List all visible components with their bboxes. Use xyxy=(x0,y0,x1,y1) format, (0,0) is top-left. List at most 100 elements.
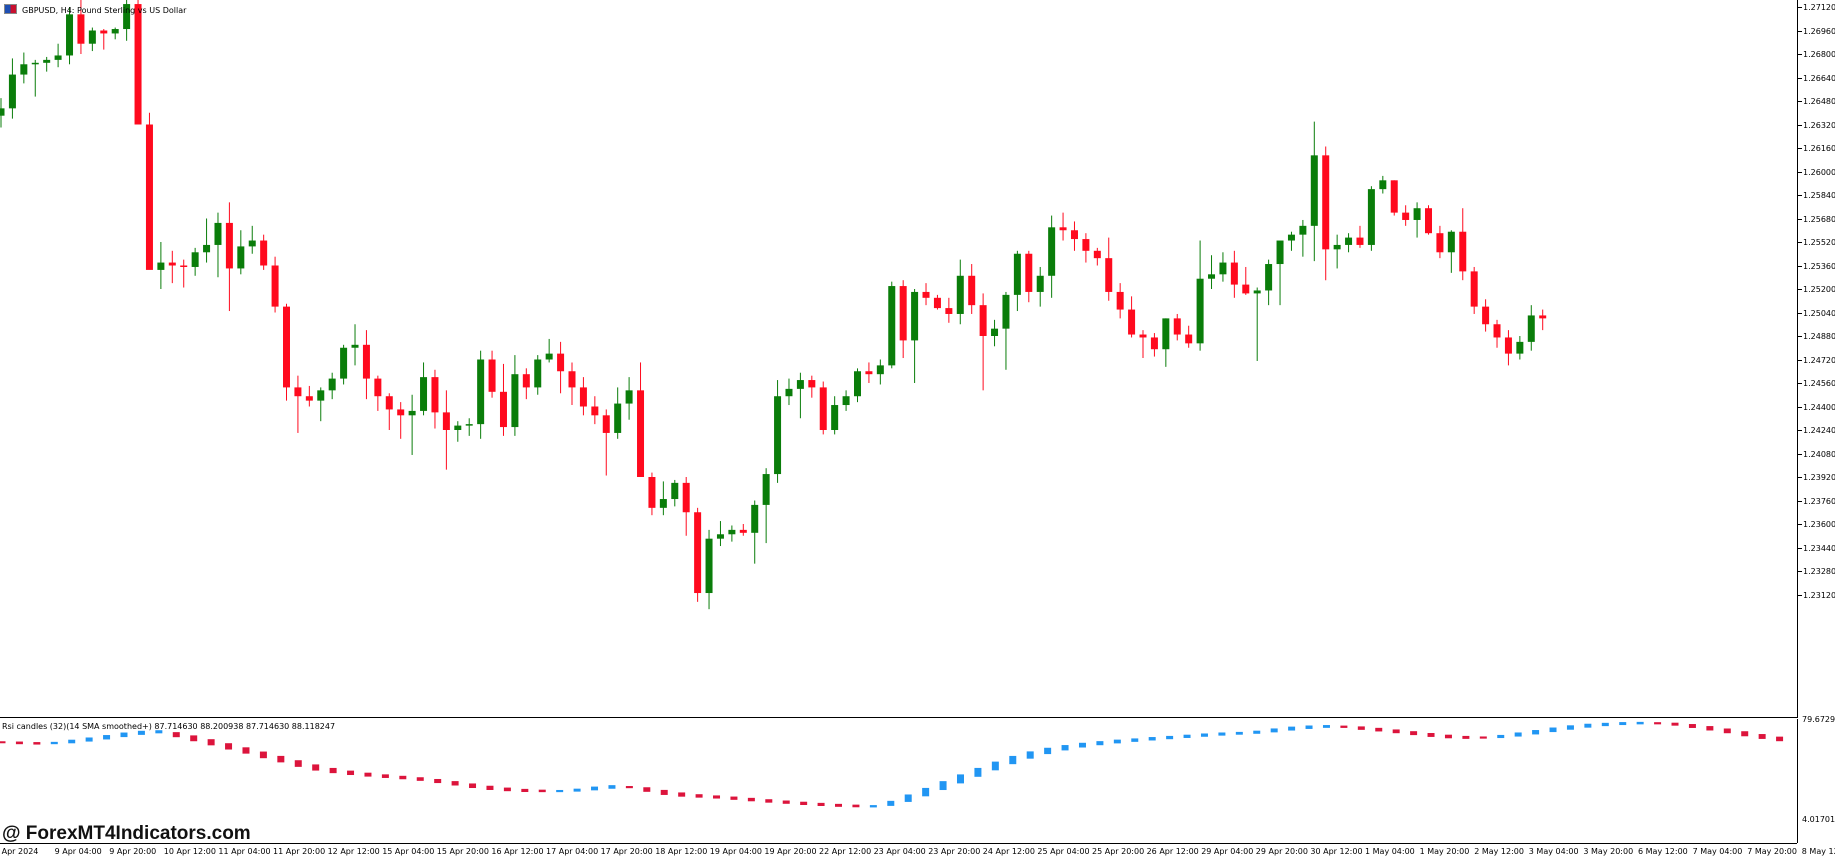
rsi-candle-up xyxy=(1200,733,1208,737)
candle-bullish xyxy=(545,353,553,360)
candle-bullish xyxy=(1516,341,1524,354)
candle-bearish xyxy=(1356,237,1364,245)
rsi-axis-min-label: 4.017013 xyxy=(1802,815,1835,824)
rsi-candle-down xyxy=(1671,722,1679,726)
rsi-candle-up xyxy=(887,800,895,806)
price-chart-pane[interactable]: GBPUSD, H4: Pound Sterling vs US Dollar xyxy=(0,0,1797,718)
price-tick xyxy=(1798,7,1802,8)
rsi-candle-up xyxy=(956,774,964,784)
rsi-candle-up xyxy=(137,730,145,735)
rsi-axis[interactable]: 79.672905 4.017013 xyxy=(1797,715,1835,843)
candle-bearish xyxy=(134,4,142,125)
candle-bearish xyxy=(168,262,176,266)
rsi-candle-down xyxy=(294,760,302,767)
candle-bullish xyxy=(1447,231,1455,253)
candle-bearish xyxy=(1139,334,1147,338)
candle-bullish xyxy=(1002,294,1010,329)
rsi-candle-up xyxy=(1218,732,1226,736)
candle-bullish xyxy=(31,62,39,65)
candle-bearish xyxy=(1504,337,1512,354)
time-axis-label: 2 May 12:00 xyxy=(1474,847,1524,856)
rsi-axis-max-label: 79.672905 xyxy=(1802,715,1835,724)
candle-bullish xyxy=(54,55,62,60)
price-axis-label: 1.25040 xyxy=(1803,308,1835,318)
candle-bearish xyxy=(100,30,108,34)
price-tick xyxy=(1798,77,1802,79)
time-axis-label: 1 May 20:00 xyxy=(1419,847,1470,856)
price-tick xyxy=(1798,101,1802,102)
rsi-candle-down xyxy=(1410,731,1418,736)
candle-bullish xyxy=(831,405,839,430)
candle-bearish xyxy=(1436,233,1444,253)
rsi-candle-down xyxy=(713,795,721,799)
candle-bullish xyxy=(1345,237,1353,245)
rsi-candle-up xyxy=(1044,747,1052,755)
candle-bearish xyxy=(77,14,85,44)
price-tick xyxy=(1798,171,1802,173)
candle-bullish xyxy=(785,388,793,397)
candle-bearish xyxy=(522,374,530,388)
price-axis-label: 1.23280 xyxy=(1803,567,1835,576)
rsi-candle-down xyxy=(329,767,337,774)
candle-bullish xyxy=(1208,274,1216,279)
price-tick xyxy=(1798,359,1802,361)
price-tick xyxy=(1798,265,1802,267)
time-axis-label: 19 Apr 20:00 xyxy=(764,847,817,856)
rsi-candle-up xyxy=(591,786,599,791)
candle-bullish xyxy=(774,396,782,475)
rsi-candle-up xyxy=(1026,751,1034,759)
price-axis[interactable]: 1.27120 1.26960 1.26800 1.26640 1.26480 1.263… xyxy=(1797,0,1835,718)
time-axis-label: 17 Apr 20:00 xyxy=(600,847,653,856)
time-axis[interactable]: 8 Apr 2024 9 Apr 04:00 9 Apr 20:00 10 Apr 1… xyxy=(0,843,1835,858)
rsi-candle-down xyxy=(1375,727,1383,732)
price-tick xyxy=(1798,406,1802,408)
candle-bullish xyxy=(1310,155,1318,226)
price-tick xyxy=(1798,547,1802,549)
candle-bullish xyxy=(0,108,5,116)
price-axis-label: 1.24400 xyxy=(1803,402,1835,412)
rsi-candle-down xyxy=(1462,735,1470,739)
price-tick xyxy=(1798,289,1802,290)
rsi-candle-up xyxy=(1113,739,1121,744)
price-tick xyxy=(1798,477,1802,478)
time-axis-label: 12 Apr 12:00 xyxy=(327,847,380,856)
price-tick xyxy=(1798,312,1802,314)
indicator-title: Rsi candles (32)(14 SMA smoothed+) 87.71… xyxy=(2,722,336,731)
rsi-candle-up xyxy=(1061,745,1069,751)
rsi-candle-up xyxy=(1253,730,1261,734)
rsi-candle-down xyxy=(782,800,790,804)
candle-bearish xyxy=(488,359,496,392)
candle-bearish xyxy=(1185,334,1193,344)
rsi-candle-down xyxy=(190,735,198,742)
time-axis-label: 29 Apr 04:00 xyxy=(1201,847,1254,856)
candle-bullish xyxy=(762,474,770,505)
time-axis-label: 11 Apr 20:00 xyxy=(273,847,326,856)
candle-bullish xyxy=(671,482,679,500)
rsi-candle-up xyxy=(1322,725,1330,728)
rsi-indicator-pane[interactable]: Rsi candles (32)(14 SMA smoothed+) 87.71… xyxy=(0,719,1797,843)
time-axis-label: 7 May 04:00 xyxy=(1692,847,1743,856)
candle-bullish xyxy=(705,538,713,594)
candle-bullish xyxy=(1219,262,1227,275)
candle-bullish xyxy=(237,246,245,269)
rsi-candle-up xyxy=(120,732,128,738)
candle-bearish xyxy=(260,240,268,266)
rsi-candle-down xyxy=(364,772,372,777)
time-axis-label: 17 Apr 04:00 xyxy=(546,847,599,856)
rsi-candle-up xyxy=(1549,727,1557,733)
time-axis-label: 11 Apr 04:00 xyxy=(218,847,271,856)
rsi-candle-down xyxy=(486,785,494,790)
candle-bullish xyxy=(123,4,131,30)
price-tick xyxy=(1798,30,1802,32)
rsi-candle-down xyxy=(172,732,180,738)
candle-bullish xyxy=(408,410,416,416)
rsi-candle-down xyxy=(678,792,686,797)
flag-icon xyxy=(4,4,17,14)
candle-bearish xyxy=(442,412,450,430)
rsi-candle-up xyxy=(1636,721,1644,725)
rsi-candle-up xyxy=(1305,725,1313,729)
price-tick xyxy=(1798,124,1802,126)
candle-bullish xyxy=(614,403,622,433)
candle-bearish xyxy=(1105,258,1113,292)
